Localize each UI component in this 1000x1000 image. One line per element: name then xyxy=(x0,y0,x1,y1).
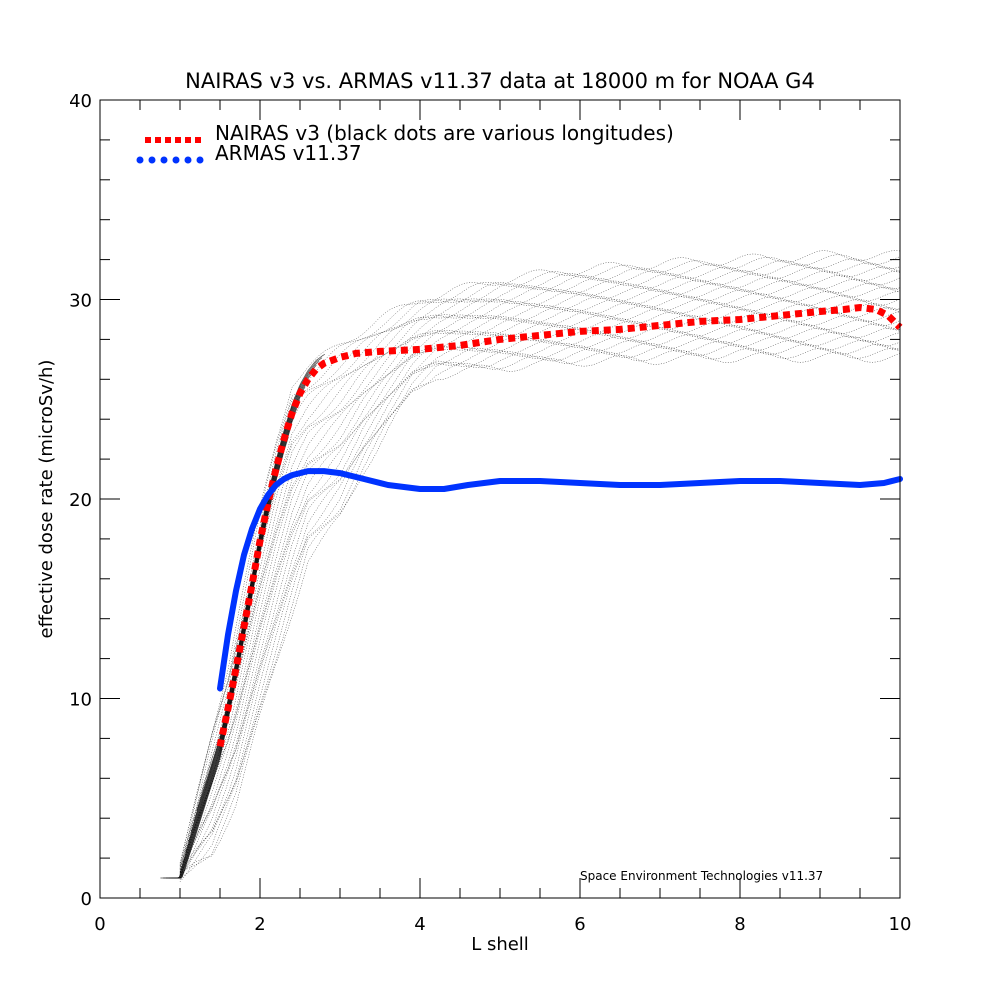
longitude-trace xyxy=(179,274,901,870)
longitude-trace xyxy=(179,303,901,877)
x-tick-label: 4 xyxy=(414,914,425,935)
x-tick-label: 8 xyxy=(734,914,745,935)
x-axis-label: L shell xyxy=(471,934,529,955)
x-tick-label: 10 xyxy=(889,914,912,935)
longitude-trace xyxy=(179,291,901,868)
x-tick-label: 6 xyxy=(574,914,585,935)
credit-annotation: Space Environment Technologies v11.37 xyxy=(580,869,823,883)
longitude-trace xyxy=(179,335,901,879)
axis-ticks: 0 2 4 6 8 10 0 10 20 30 40 xyxy=(69,91,911,935)
x-tick-label: 0 xyxy=(94,914,105,935)
longitude-trace xyxy=(179,331,901,873)
longitude-trace xyxy=(179,327,901,872)
longitude-trace xyxy=(179,315,901,876)
longitude-trace xyxy=(174,392,303,879)
y-tick-label: 10 xyxy=(69,690,92,711)
longitude-trace xyxy=(179,299,901,878)
longitude-trace xyxy=(179,348,901,874)
plot-frame xyxy=(99,99,901,899)
longitude-trace xyxy=(179,287,901,870)
longitude-trace xyxy=(179,262,901,874)
longitude-trace xyxy=(179,278,901,876)
y-tick-label: 40 xyxy=(69,91,92,112)
longitude-trace xyxy=(179,250,901,864)
chart-title: NAIRAS v3 vs. ARMAS v11.37 data at 18000… xyxy=(185,69,815,93)
longitude-trace xyxy=(179,282,901,875)
longitude-trace xyxy=(179,339,901,882)
longitude-scatter xyxy=(160,250,901,882)
longitude-trace xyxy=(179,254,901,867)
y-axis-label: effective dose rate (microSv/h) xyxy=(36,360,57,639)
y-tick-label: 30 xyxy=(69,291,92,312)
longitude-trace xyxy=(179,307,901,871)
longitude-trace xyxy=(179,323,901,878)
longitude-trace xyxy=(179,270,901,866)
longitude-trace xyxy=(171,399,300,879)
x-tick-label: 2 xyxy=(254,914,265,935)
longitude-trace xyxy=(179,295,901,873)
longitude-trace xyxy=(179,319,901,880)
longitude-trace xyxy=(190,361,320,832)
longitude-trace xyxy=(179,258,901,873)
longitude-trace xyxy=(179,311,901,870)
y-tick-label: 20 xyxy=(69,490,92,511)
legend: NAIRAS v3 (black dots are various longit… xyxy=(136,121,674,165)
y-tick-label: 0 xyxy=(81,889,92,910)
longitude-trace xyxy=(188,364,317,843)
series-line-0 xyxy=(216,303,903,748)
series-line-1 xyxy=(217,468,903,692)
longitude-trace xyxy=(179,266,901,869)
legend-label-nairas: NAIRAS v3 (black dots are various longit… xyxy=(215,121,674,145)
series-layer xyxy=(216,303,903,748)
legend-label-armas: ARMAS v11.37 xyxy=(215,141,362,165)
